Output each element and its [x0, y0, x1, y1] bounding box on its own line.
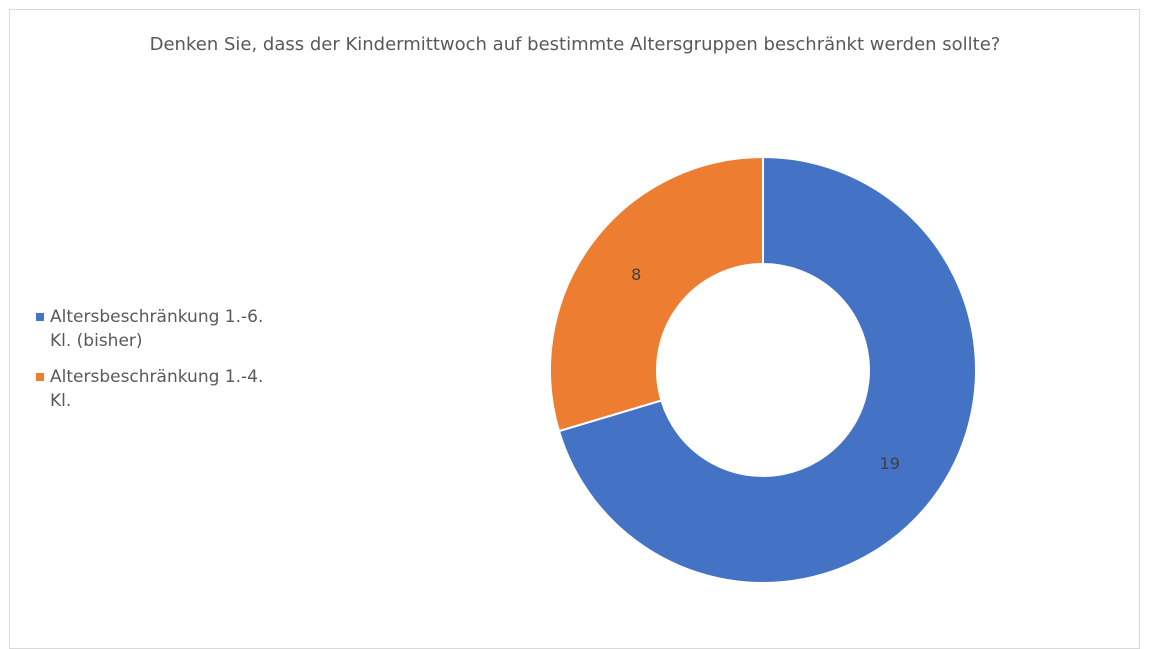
- donut-slice: [549, 155, 764, 433]
- data-label: 8: [631, 265, 641, 284]
- legend-label: Altersbeschränkung 1.-6. Kl. (bisher): [50, 307, 264, 351]
- data-label: 19: [880, 454, 900, 473]
- legend-item: Altersbeschränkung 1.-4. Kl.: [36, 365, 286, 413]
- legend-swatch: [36, 313, 44, 321]
- chart-title: Denken Sie, dass der Kindermittwoch auf …: [149, 34, 1001, 55]
- legend: Altersbeschränkung 1.-6. Kl. (bisher) Alt…: [36, 305, 286, 425]
- donut-slice: [557, 155, 977, 584]
- legend-item: Altersbeschränkung 1.-6. Kl. (bisher): [36, 305, 286, 353]
- legend-label: Altersbeschränkung 1.-4. Kl.: [50, 367, 264, 411]
- legend-swatch: [36, 373, 44, 381]
